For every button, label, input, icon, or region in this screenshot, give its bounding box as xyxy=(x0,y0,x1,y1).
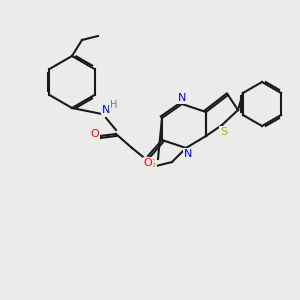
Text: O: O xyxy=(144,158,152,168)
Text: S: S xyxy=(220,127,228,137)
Text: S: S xyxy=(148,159,156,169)
Text: O: O xyxy=(91,129,99,139)
Text: N: N xyxy=(102,105,110,115)
Text: H: H xyxy=(110,100,118,110)
Text: N: N xyxy=(184,149,192,159)
Text: N: N xyxy=(178,93,186,103)
